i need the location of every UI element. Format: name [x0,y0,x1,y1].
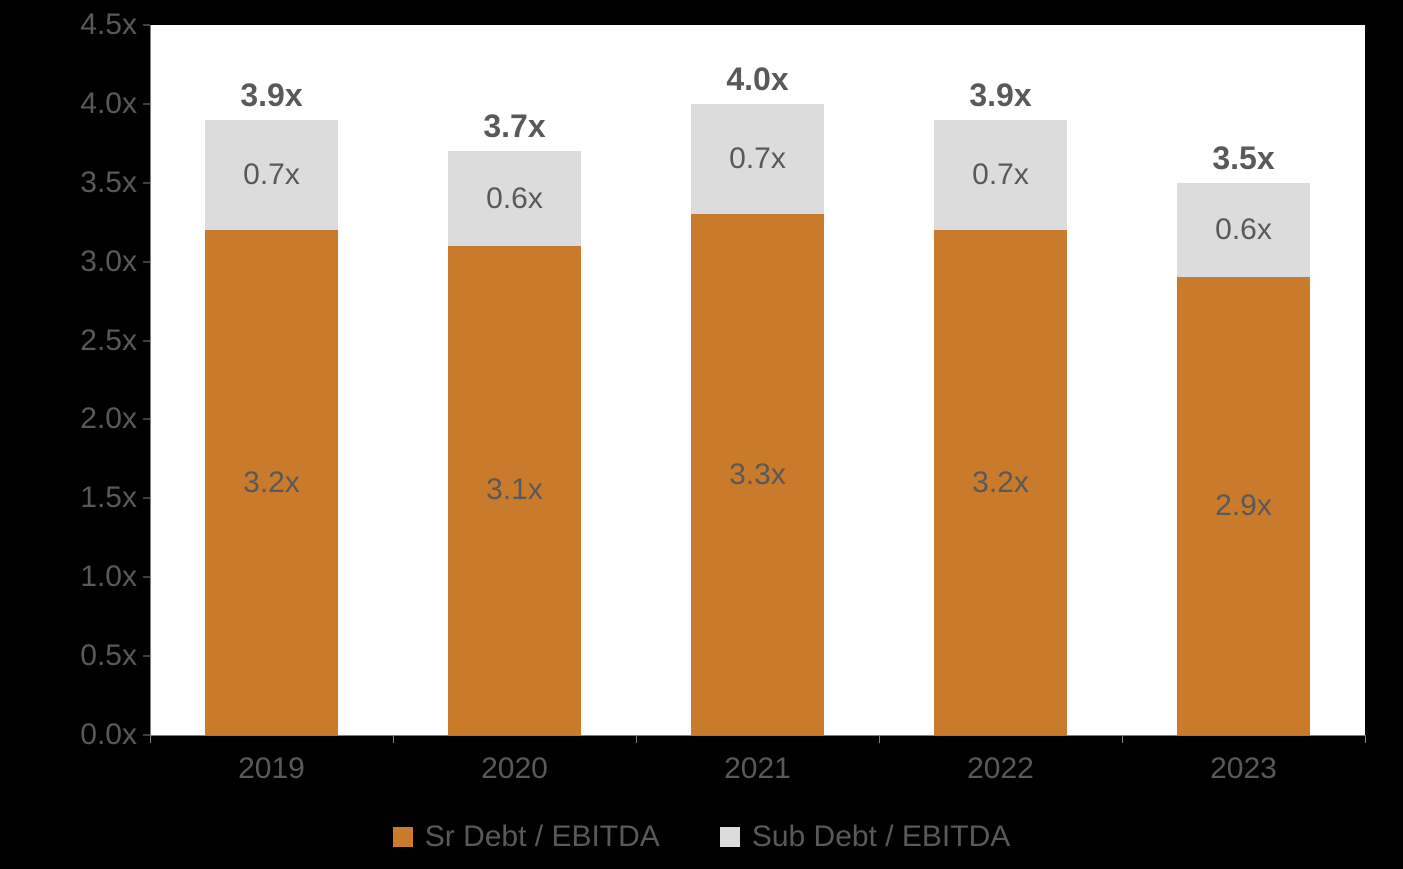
bar-value-label-sub: 0.6x [1215,213,1272,247]
y-tick-mark [143,577,150,578]
x-tick-mark [150,735,151,743]
y-tick-mark [143,656,150,657]
bar-value-label-sr: 2.9x [1215,489,1272,523]
x-category-label: 2023 [1210,752,1277,786]
bar-total-label: 3.9x [240,77,302,114]
y-axis-line [150,25,151,735]
bar-value-label-sub: 0.7x [972,158,1029,192]
bar-value-label-sub: 0.6x [486,182,543,216]
y-tick-label: 1.0x [80,560,137,594]
y-tick-mark [143,735,150,736]
y-tick-label: 3.0x [80,245,137,279]
x-tick-mark [393,735,394,743]
bar-total-label: 3.7x [483,108,545,145]
bar-value-label-sr: 3.3x [729,458,786,492]
legend-item-sub: Sub Debt / EBITDA [720,820,1010,854]
bar-total-label: 3.5x [1212,140,1274,177]
y-tick-label: 3.5x [80,166,137,200]
x-category-label: 2022 [967,752,1034,786]
x-axis-line [150,735,1365,736]
y-tick-label: 0.0x [80,718,137,752]
y-tick-mark [143,182,150,183]
y-tick-label: 4.0x [80,87,137,121]
x-category-label: 2020 [481,752,548,786]
legend-label-sr: Sr Debt / EBITDA [425,820,660,854]
x-tick-mark [1365,735,1366,743]
y-tick-label: 2.5x [80,324,137,358]
legend-label-sub: Sub Debt / EBITDA [752,820,1010,854]
x-tick-mark [636,735,637,743]
legend-item-sr: Sr Debt / EBITDA [393,820,660,854]
x-tick-mark [879,735,880,743]
bar-value-label-sub: 0.7x [243,158,300,192]
legend-swatch-sub [720,827,740,847]
y-tick-mark [143,261,150,262]
y-tick-label: 0.5x [80,639,137,673]
bar-value-label-sr: 3.2x [972,466,1029,500]
y-tick-label: 4.5x [80,8,137,42]
bar-value-label-sr: 3.2x [243,466,300,500]
y-tick-mark [143,25,150,26]
legend-swatch-sr [393,827,413,847]
x-category-label: 2021 [724,752,791,786]
y-tick-mark [143,103,150,104]
y-tick-mark [143,340,150,341]
y-tick-mark [143,419,150,420]
y-tick-label: 2.0x [80,402,137,436]
y-tick-label: 1.5x [80,481,137,515]
x-tick-mark [1122,735,1123,743]
bar-total-label: 3.9x [969,77,1031,114]
bar-value-label-sr: 3.1x [486,473,543,507]
legend: Sr Debt / EBITDA Sub Debt / EBITDA [0,820,1403,854]
bar-total-label: 4.0x [726,61,788,98]
bar-value-label-sub: 0.7x [729,142,786,176]
y-tick-mark [143,498,150,499]
x-category-label: 2019 [238,752,305,786]
debt-ebitda-stacked-bar-chart: 0.0x 0.5x 1.0x 1.5x 2.0x 2.5x 3.0x 3.5x 4.0x 4.5x… [0,0,1403,869]
